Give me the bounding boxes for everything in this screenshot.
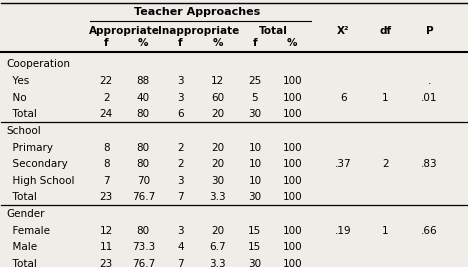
Text: 2: 2 xyxy=(382,159,388,169)
Text: Total: Total xyxy=(6,193,37,202)
Text: Teacher Approaches: Teacher Approaches xyxy=(134,7,260,17)
Text: 100: 100 xyxy=(282,176,302,186)
Text: 100: 100 xyxy=(282,109,302,119)
Text: 2: 2 xyxy=(177,159,184,169)
Text: 76.7: 76.7 xyxy=(132,259,155,267)
Text: 7: 7 xyxy=(103,176,110,186)
Text: Male: Male xyxy=(6,242,37,253)
Text: High School: High School xyxy=(6,176,74,186)
Text: Total: Total xyxy=(6,109,37,119)
Text: .83: .83 xyxy=(421,159,438,169)
Text: 7: 7 xyxy=(177,259,184,267)
Text: 100: 100 xyxy=(282,226,302,236)
Text: .37: .37 xyxy=(335,159,351,169)
Text: 3.3: 3.3 xyxy=(209,193,226,202)
Text: 80: 80 xyxy=(137,109,150,119)
Text: 100: 100 xyxy=(282,159,302,169)
Text: .01: .01 xyxy=(421,93,438,103)
Text: %: % xyxy=(138,38,148,49)
Text: 80: 80 xyxy=(137,143,150,152)
Text: 70: 70 xyxy=(137,176,150,186)
Text: 3: 3 xyxy=(177,176,184,186)
Text: 20: 20 xyxy=(211,226,224,236)
Text: 80: 80 xyxy=(137,159,150,169)
Text: 15: 15 xyxy=(249,226,262,236)
Text: Appropriate: Appropriate xyxy=(89,26,160,36)
Text: 80: 80 xyxy=(137,226,150,236)
Text: .: . xyxy=(428,76,431,86)
Text: f: f xyxy=(178,38,183,49)
Text: Female: Female xyxy=(6,226,50,236)
Text: 12: 12 xyxy=(211,76,224,86)
Text: 11: 11 xyxy=(99,242,113,253)
Text: Total: Total xyxy=(259,26,288,36)
Text: 100: 100 xyxy=(282,193,302,202)
Text: f: f xyxy=(104,38,109,49)
Text: 100: 100 xyxy=(282,242,302,253)
Text: f: f xyxy=(253,38,257,49)
Text: 100: 100 xyxy=(282,76,302,86)
Text: Yes: Yes xyxy=(6,76,29,86)
Text: 20: 20 xyxy=(211,159,224,169)
Text: 25: 25 xyxy=(249,76,262,86)
Text: 10: 10 xyxy=(249,143,262,152)
Text: 6: 6 xyxy=(340,93,347,103)
Text: 88: 88 xyxy=(137,76,150,86)
Text: %: % xyxy=(287,38,297,49)
Text: 3: 3 xyxy=(177,76,184,86)
Text: 100: 100 xyxy=(282,143,302,152)
Text: 3: 3 xyxy=(177,226,184,236)
Text: 1: 1 xyxy=(382,93,388,103)
Text: 40: 40 xyxy=(137,93,150,103)
Text: 1: 1 xyxy=(382,226,388,236)
Text: 22: 22 xyxy=(99,76,113,86)
Text: 60: 60 xyxy=(211,93,224,103)
Text: Inappropriate: Inappropriate xyxy=(159,26,240,36)
Text: 23: 23 xyxy=(99,259,113,267)
Text: 15: 15 xyxy=(249,242,262,253)
Text: 30: 30 xyxy=(249,259,262,267)
Text: 30: 30 xyxy=(211,176,224,186)
Text: df: df xyxy=(379,26,391,36)
Text: 30: 30 xyxy=(249,193,262,202)
Text: Secondary: Secondary xyxy=(6,159,68,169)
Text: 8: 8 xyxy=(103,143,110,152)
Text: 7: 7 xyxy=(177,193,184,202)
Text: 3: 3 xyxy=(177,93,184,103)
Text: .19: .19 xyxy=(335,226,351,236)
Text: 30: 30 xyxy=(249,109,262,119)
Text: No: No xyxy=(6,93,27,103)
Text: 4: 4 xyxy=(177,242,184,253)
Text: 12: 12 xyxy=(99,226,113,236)
Text: 23: 23 xyxy=(99,193,113,202)
Text: .66: .66 xyxy=(421,226,438,236)
Text: 2: 2 xyxy=(177,143,184,152)
Text: 5: 5 xyxy=(252,93,258,103)
Text: 3.3: 3.3 xyxy=(209,259,226,267)
Text: 73.3: 73.3 xyxy=(132,242,155,253)
Text: Gender: Gender xyxy=(6,209,44,219)
Text: 100: 100 xyxy=(282,93,302,103)
Text: X²: X² xyxy=(337,26,350,36)
Text: School: School xyxy=(6,126,41,136)
Text: 24: 24 xyxy=(99,109,113,119)
Text: 10: 10 xyxy=(249,176,262,186)
Text: 10: 10 xyxy=(249,159,262,169)
Text: %: % xyxy=(212,38,223,49)
Text: 20: 20 xyxy=(211,143,224,152)
Text: Total: Total xyxy=(6,259,37,267)
Text: P: P xyxy=(425,26,433,36)
Text: 76.7: 76.7 xyxy=(132,193,155,202)
Text: 6: 6 xyxy=(177,109,184,119)
Text: 100: 100 xyxy=(282,259,302,267)
Text: 2: 2 xyxy=(103,93,110,103)
Text: 6.7: 6.7 xyxy=(209,242,226,253)
Text: Primary: Primary xyxy=(6,143,53,152)
Text: Cooperation: Cooperation xyxy=(6,59,70,69)
Text: 8: 8 xyxy=(103,159,110,169)
Text: 20: 20 xyxy=(211,109,224,119)
